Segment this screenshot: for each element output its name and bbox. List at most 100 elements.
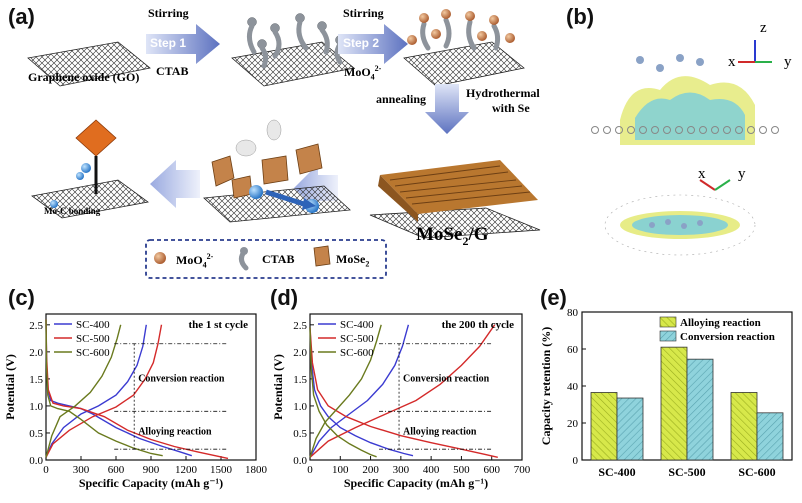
axis-y-bottom: y [738,166,746,182]
panel-label-e: (e) [540,285,567,310]
schematic-figure [27,9,541,279]
series-line-sc-500-discharge [309,327,498,458]
legend-swatch [659,316,677,328]
top-view-density [591,54,779,145]
y-tick-label: 1.5 [29,374,43,386]
y-tick-label: 0.5 [293,428,307,440]
y-axis-label: Capacity retention (%) [539,327,553,445]
x-category-label: SC-600 [738,465,775,479]
y-tick-label: 0 [573,455,579,467]
x-tick-label: 900 [143,464,160,476]
axis-z-top: z [760,20,767,36]
y-tick-label: 0.0 [29,455,43,467]
moo4-sheet [403,9,525,87]
series-line-sc-400-charge [309,324,410,458]
bar-alloying-reaction [590,392,618,461]
step2-arrow [338,24,408,64]
y-tick-label: 1.0 [293,401,307,413]
mose2-graphene-block [369,160,541,239]
legend-label: SC-600 [76,347,110,359]
x-axis-label: Specific Capacity (mAh g⁻¹) [344,476,488,490]
legend-mose2-label: MoSe2 [336,252,370,269]
mo-c-bonding-structure [31,119,149,219]
x-tick-label: 100 [332,464,349,476]
x-axis-label: Specific Capacity (mAh g⁻¹) [79,476,223,490]
x-tick-label: 400 [423,464,440,476]
series-line-sc-600-charge [309,324,382,458]
x-tick-label: 0 [307,464,313,476]
charge-density-figure [591,40,779,256]
series-line-sc-500-discharge [45,319,229,460]
series-line-sc-400-charge [45,324,147,458]
legend-ctab-label: CTAB [262,252,295,266]
x-tick-label: 200 [362,464,379,476]
x-tick-label: 500 [453,464,470,476]
legend-swatch [659,330,677,342]
conversion-label: Conversion reaction [403,374,490,385]
axis-x-top: x [728,54,736,70]
annealing-label: annealing [376,92,427,106]
y-axis-label: Potential (V) [271,354,285,420]
schematic-legend-box [145,239,387,279]
annealed-sheet [203,119,351,223]
y-tick-label: 60 [567,344,579,356]
panel-label-c: (c) [8,285,35,310]
chart-c: 0.0 0.5 1.0 1.5 2.0 2.5 0 300 600 900 1200 1500 1800… [3,313,268,490]
step1-arrow [146,24,220,64]
legend-label: Conversion reaction [680,331,775,343]
legend-label: SC-500 [340,333,374,345]
legend-label: SC-400 [76,319,110,331]
step2-moo4-label: MoO42- [344,64,382,82]
panel-label-a: (a) [8,4,35,29]
bar-conversion-reaction [616,397,644,461]
y-tick-label: 2.5 [29,320,43,332]
x-category-label: SC-500 [668,465,705,479]
bar-alloying-reaction [730,392,758,461]
chart-d: 0.0 0.5 1.0 1.5 2.0 2.5 0 100 200 300 400 500 600 700… [271,313,531,490]
x-tick-label: 600 [108,464,125,476]
y-tick-label: 2.5 [293,320,307,332]
axes-gizmo-bottom [699,179,731,191]
panel-label-b: (b) [566,4,595,29]
x-category-label: SC-400 [598,465,635,479]
y-tick-label: 2.0 [293,347,307,359]
axes-gizmo-top [738,40,772,63]
y-tick-label: 40 [567,381,579,393]
step2-stirring-label: Stirring [343,6,384,20]
x-tick-label: 700 [514,464,531,476]
step1-label: Step 1 [150,36,187,50]
hydrothermal-label: Hydrothermal [466,86,540,100]
y-tick-label: 2.0 [29,347,43,359]
x-tick-label: 600 [483,464,500,476]
panel-label-d: (d) [270,285,299,310]
step1-ctab-label: CTAB [156,64,189,78]
y-tick-label: 0.5 [29,428,43,440]
bar-conversion-reaction [756,412,784,461]
legend-moo4-label: MoO42- [176,252,214,270]
cycle-annotation: the 200 th cycle [442,319,515,331]
bonding-arrow [150,160,200,208]
legend-label: Alloying reaction [680,317,761,329]
mose2-g-label: MoSe2/G [416,224,489,248]
x-tick-label: 1200 [175,464,198,476]
hydrothermal-arrow [425,84,469,134]
alloying-label: Alloying reaction [138,426,212,437]
series-line-sc-500-charge [309,324,496,458]
cycle-annotation: the 1 st cycle [188,319,248,331]
series-line-sc-600-discharge [309,327,377,458]
axis-x-bottom: x [698,166,706,182]
bar-conversion-reaction [686,358,714,461]
step1-stirring-label: Stirring [148,6,189,20]
legend-label: SC-500 [76,333,110,345]
y-tick-label: 80 [567,307,579,319]
with-se-label: with Se [492,101,530,115]
mo-c-bonding-label: Mo-C bonding [44,206,101,216]
bar-alloying-reaction [660,346,688,461]
x-tick-label: 300 [393,464,410,476]
legend-label: SC-600 [340,347,374,359]
x-tick-label: 1800 [245,464,268,476]
plot-frame [309,313,523,461]
y-tick-label: 0.0 [293,455,307,467]
series-line-sc-600-discharge [45,319,163,457]
go-label: Graphene oxide (GO) [28,70,140,84]
